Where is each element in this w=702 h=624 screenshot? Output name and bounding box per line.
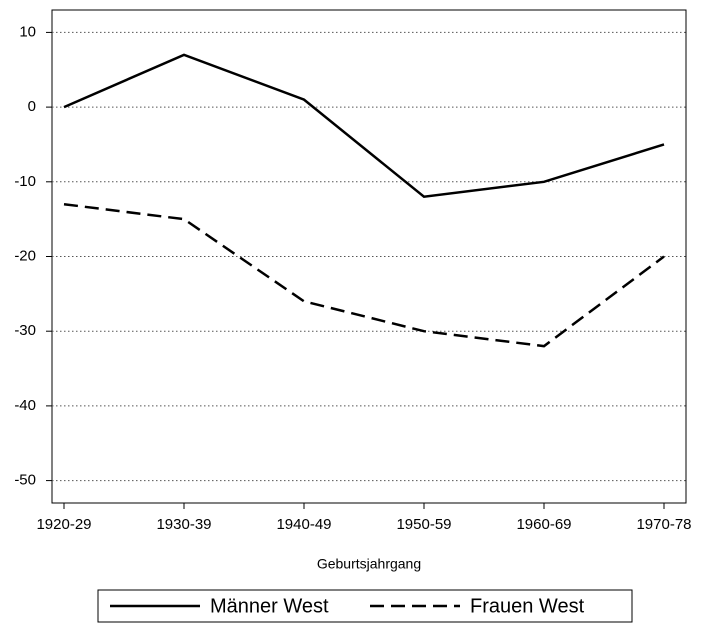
y-tick-label: -30 [14,322,36,339]
x-axis-label: Geburtsjahrgang [317,556,421,572]
legend-label: Männer West [210,595,329,617]
x-tick-label: 1940-49 [276,516,331,533]
legend-label: Frauen West [470,595,585,617]
legend-box [97,589,633,623]
y-tick-label: 10 [19,23,36,40]
x-tick-label: 1920-29 [36,516,91,533]
x-tick-label: 1950-59 [396,516,451,533]
series-line [63,53,665,199]
y-tick-label: -40 [14,397,36,414]
x-tick-label: 1960-69 [516,516,571,533]
y-tick-label: -20 [14,247,36,264]
y-tick-label: -50 [14,472,36,489]
series-line [63,202,665,348]
x-tick-label: 1970-78 [636,516,691,533]
x-tick-label: 1930-39 [156,516,211,533]
y-tick-label: 0 [28,98,36,115]
y-tick-label: -10 [14,173,36,190]
